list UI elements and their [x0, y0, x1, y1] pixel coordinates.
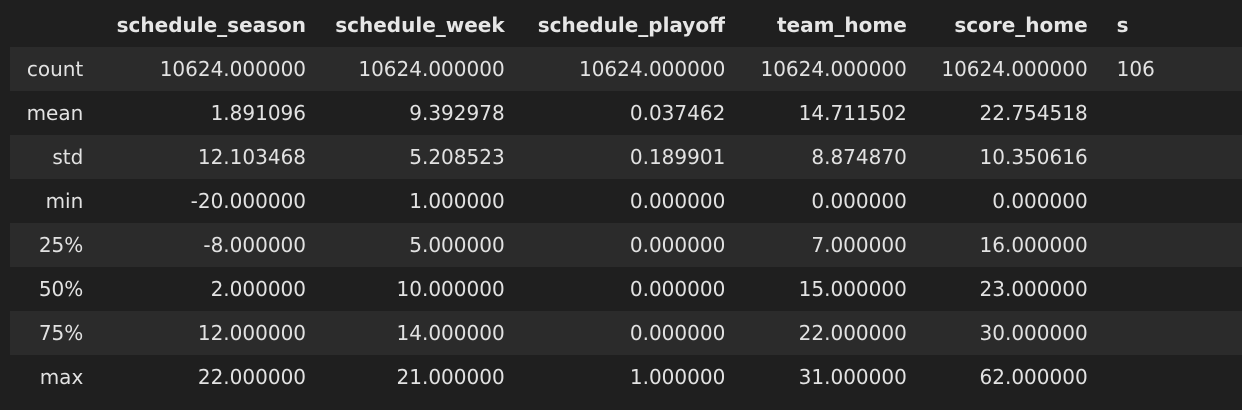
table-cell: -8.000000 — [203, 233, 307, 257]
table-cell: -20.000000 — [190, 189, 307, 213]
row-index-label: 50% — [38, 277, 84, 301]
table-cell: 0.000000 — [629, 277, 726, 301]
table-cell: 10.350616 — [979, 145, 1088, 169]
row-index-label: std — [52, 145, 84, 169]
table-cell: 0.000000 — [811, 189, 907, 213]
table-cell: 10624.000000 — [941, 57, 1088, 81]
table-cell — [1088, 223, 1242, 267]
table-cell: 12.000000 — [197, 321, 307, 345]
row-index-label: mean — [26, 101, 84, 125]
column-header: schedule_season — [93, 3, 307, 47]
table-cell: 9.392978 — [409, 101, 505, 125]
column-header: schedule_playoff — [504, 3, 726, 47]
table-row: 25% -8.000000 5.000000 0.000000 7.000000 16.0… — [10, 223, 1242, 267]
table-header: schedule_season schedule_week schedule_pla… — [10, 3, 1242, 47]
column-header: schedule_week — [306, 3, 505, 47]
table-cell: 7.000000 — [811, 233, 907, 257]
table-cell: 22.000000 — [197, 365, 307, 389]
table-row: count 10624.000000 10624.000000 10624.00000… — [10, 47, 1242, 91]
table-cell: 10.000000 — [396, 277, 505, 301]
table-cell: 22.000000 — [798, 321, 907, 345]
column-header: score_home — [906, 3, 1088, 47]
row-index-label: max — [39, 365, 84, 389]
table-cell: 31.000000 — [798, 365, 907, 389]
table-cell: 0.037462 — [629, 101, 726, 125]
table-cell: 0.189901 — [629, 145, 726, 169]
table-cell: 23.000000 — [979, 277, 1088, 301]
table-cell — [1088, 91, 1242, 135]
table-cell: 14.000000 — [396, 321, 505, 345]
row-index-label: count — [26, 57, 84, 81]
table-cell: 12.103468 — [197, 145, 307, 169]
table-cell — [1088, 179, 1242, 223]
table-cell: 1.891096 — [210, 101, 307, 125]
table-cell: 1.000000 — [629, 365, 726, 389]
table-cell: 0.000000 — [992, 189, 1088, 213]
describe-table: schedule_season schedule_week schedule_pla… — [10, 3, 1242, 399]
table-row: max 22.000000 21.000000 1.000000 31.000000 62… — [10, 355, 1242, 399]
table-cell: 5.208523 — [409, 145, 505, 169]
table-row: min -20.000000 1.000000 0.000000 0.000000 0.0… — [10, 179, 1242, 223]
table-cell — [1088, 311, 1242, 355]
row-index-label: 75% — [38, 321, 84, 345]
table-cell: 10624.000000 — [159, 57, 307, 81]
table-cell — [1088, 355, 1242, 399]
table-cell: 62.000000 — [979, 365, 1088, 389]
table-cell: 0.000000 — [629, 189, 726, 213]
column-header: team_home — [725, 3, 907, 47]
table-cell: 1.000000 — [409, 189, 505, 213]
table-cell: 0.000000 — [629, 233, 726, 257]
table-row: std 12.103468 5.208523 0.189901 8.874870 10.3… — [10, 135, 1242, 179]
table-cell: 10624.000000 — [578, 57, 726, 81]
table-row: 50% 2.000000 10.000000 0.000000 15.000000 23.… — [10, 267, 1242, 311]
table-cell: 30.000000 — [979, 321, 1088, 345]
header-row: schedule_season schedule_week schedule_pla… — [10, 3, 1242, 47]
row-index-label: min — [45, 189, 84, 213]
table-cell: 8.874870 — [811, 145, 907, 169]
table-row: mean 1.891096 9.392978 0.037462 14.711502 22.… — [10, 91, 1242, 135]
table-body: count 10624.000000 10624.000000 10624.00000… — [10, 47, 1242, 399]
table-cell: 2.000000 — [210, 277, 307, 301]
table-cell: 5.000000 — [409, 233, 505, 257]
table-cell: 0.000000 — [629, 321, 726, 345]
table-row: 75% 12.000000 14.000000 0.000000 22.000000 30… — [10, 311, 1242, 355]
table-cell: 15.000000 — [798, 277, 907, 301]
table-cell — [1088, 267, 1242, 311]
table-cell: 10624.000000 — [358, 57, 505, 81]
table-cell: 14.711502 — [798, 101, 907, 125]
index-header — [10, 3, 94, 47]
table-cell — [1088, 135, 1242, 179]
table-cell: 106 — [1116, 57, 1155, 81]
table-cell: 22.754518 — [979, 101, 1088, 125]
table-cell: 10624.000000 — [760, 57, 907, 81]
column-header: s — [1087, 3, 1242, 47]
row-index-label: 25% — [38, 233, 84, 257]
table-cell: 16.000000 — [979, 233, 1088, 257]
table-cell: 21.000000 — [396, 365, 505, 389]
